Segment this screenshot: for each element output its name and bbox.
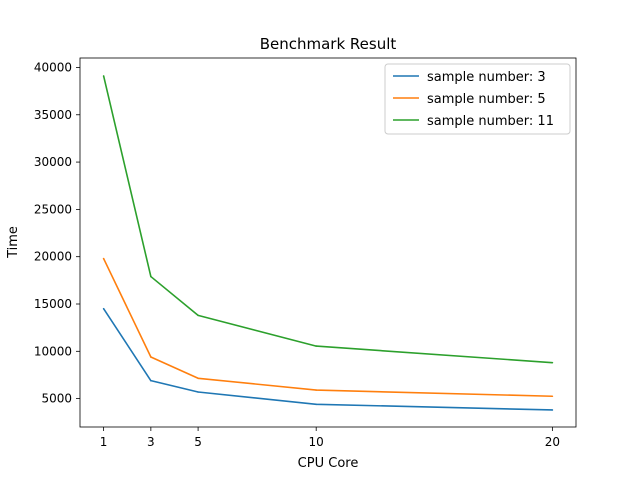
y-axis: 5000 10000 15000 20000 25000 30000 35000 40000 bbox=[34, 60, 80, 406]
y-tick-label: 5000 bbox=[41, 392, 72, 406]
y-axis-label: Time bbox=[6, 226, 21, 259]
legend-label: sample number: 3 bbox=[427, 70, 546, 85]
data-point bbox=[150, 379, 152, 382]
y-tick-label: 25000 bbox=[34, 202, 72, 216]
data-point bbox=[551, 361, 554, 364]
x-tick-label: 10 bbox=[309, 435, 324, 449]
data-point bbox=[551, 409, 554, 411]
y-tick-label: 10000 bbox=[34, 344, 72, 358]
x-tick-label: 20 bbox=[545, 435, 560, 449]
data-point bbox=[197, 377, 199, 380]
data-point bbox=[197, 314, 199, 317]
series-group bbox=[102, 75, 554, 411]
plot-area bbox=[79, 57, 577, 428]
x-tick-label: 1 bbox=[100, 435, 108, 449]
data-point bbox=[150, 356, 152, 358]
series-line-2 bbox=[102, 258, 553, 398]
chart-title: Benchmark Result bbox=[260, 35, 397, 53]
y-tick-label: 35000 bbox=[34, 108, 72, 122]
legend-box bbox=[384, 63, 571, 135]
x-axis: 1 3 5 10 20 bbox=[100, 427, 560, 449]
plot-frame bbox=[79, 57, 577, 428]
legend-label: sample number: 5 bbox=[427, 92, 546, 107]
data-point bbox=[315, 345, 317, 347]
y-tick-label: 40000 bbox=[34, 60, 72, 74]
data-point bbox=[150, 275, 152, 278]
x-tick-label: 3 bbox=[147, 435, 155, 449]
data-point bbox=[315, 389, 317, 391]
data-point bbox=[102, 307, 105, 310]
x-tick-label: 5 bbox=[194, 435, 202, 449]
data-point bbox=[315, 403, 317, 406]
x-axis-label: CPU Core bbox=[298, 456, 359, 471]
data-point bbox=[551, 395, 554, 398]
legend: sample number: 3 sample number: 5 sample n… bbox=[384, 63, 571, 135]
y-tick-label: 15000 bbox=[34, 297, 72, 311]
y-tick-label: 30000 bbox=[34, 155, 72, 169]
data-point bbox=[102, 75, 105, 77]
data-point bbox=[197, 391, 199, 393]
legend-label: sample number: 11 bbox=[427, 114, 554, 129]
data-point bbox=[102, 257, 105, 260]
y-tick-label: 20000 bbox=[34, 250, 72, 264]
